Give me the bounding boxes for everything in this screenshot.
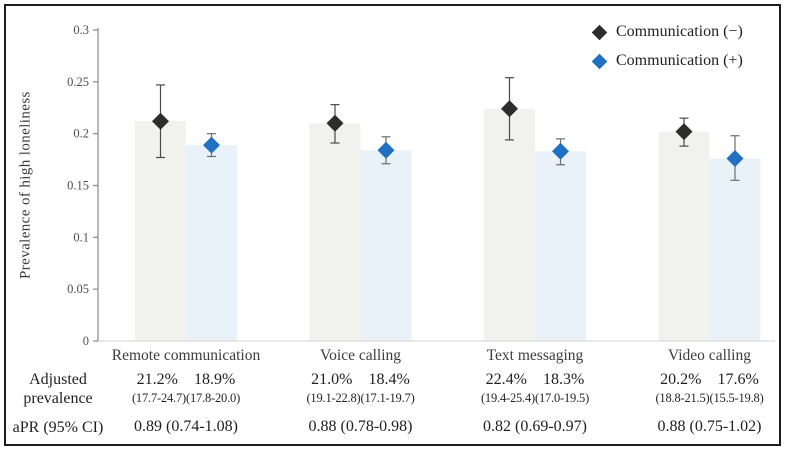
y-axis-title: Prevalence of high loneliness (17, 91, 34, 280)
apr-value-remote: 0.89 (0.74-1.08) (134, 418, 238, 435)
category-label-voice-calling: Voice calling (319, 347, 402, 364)
row-label-adjusted-prevalence: Adjusted prevalence (6, 370, 110, 408)
y-tick-label: 0.05 (67, 282, 89, 296)
apr-value-video: 0.88 (0.75-1.02) (657, 418, 762, 435)
category-label-remote-communication: Remote communication (111, 347, 261, 364)
prevalence-ci-video: (18.8-21.5)(15.5-19.8) (622, 391, 790, 406)
prevalence-pos: 18.9% (194, 371, 236, 388)
y-tick-label: 0 (83, 334, 89, 348)
prevalence-neg: 20.2% (660, 371, 702, 388)
diamond-marker-neg-2 (501, 100, 518, 118)
diamond-marker-pos-3 (726, 150, 744, 168)
diamond-marker-neg-3 (675, 123, 693, 141)
prevalence-values-text: 22.4% 18.3% (447, 371, 623, 389)
legend-item-communication-neg: Communication (−) (591, 21, 743, 43)
prevalence-neg: 22.4% (485, 371, 527, 388)
prevalence-pos: 18.4% (368, 371, 410, 388)
legend-diamond-neg-icon (591, 24, 608, 40)
ci-pos: (17.8-20.0) (186, 391, 241, 405)
diamond-marker-neg-0 (152, 112, 169, 130)
legend-label-neg: Communication (−) (616, 23, 743, 40)
ci-pos: (17.0-19.5) (535, 391, 590, 405)
ci-neg: (18.8-21.5) (655, 391, 710, 405)
ci-neg: (17.7-24.7) (131, 391, 186, 405)
legend-diamond-pos-icon (591, 53, 608, 69)
bar-pos-2 (535, 151, 586, 341)
prevalence-ci-voice: (19.1-22.8)(17.1-19.7) (273, 391, 449, 406)
category-label-video-calling: Video calling (667, 347, 751, 364)
diamond-marker-neg-1 (326, 114, 344, 132)
y-tick-label: 0.15 (67, 179, 89, 193)
y-tick-label: 0.3 (73, 23, 89, 37)
prevalence-ci-text: (19.4-25.4)(17.0-19.5) (447, 391, 623, 406)
y-tick-label: 0.2 (73, 127, 89, 141)
legend-label-pos: Communication (+) (616, 52, 743, 69)
bar-neg-1 (309, 123, 361, 341)
ci-pos: (17.1-19.7) (360, 391, 415, 405)
row-label-adjusted-line1: Adjusted (29, 371, 87, 388)
prevalence-values-video: 20.2% 17.6% (622, 371, 790, 389)
y-tick-label: 0.1 (73, 230, 89, 244)
prevalence-pos: 17.6% (717, 371, 759, 388)
prevalence-values-remote: 21.2% 18.9% (98, 371, 274, 389)
prevalence-neg: 21.2% (136, 371, 178, 388)
apr-value-text: 0.82 (0.69-0.97) (483, 418, 587, 435)
ci-pos: (15.5-19.8) (709, 391, 764, 405)
prevalence-values-voice: 21.0% 18.4% (273, 371, 449, 389)
bar-pos-0 (186, 145, 237, 341)
diamond-marker-pos-2 (552, 142, 569, 160)
prevalence-neg: 21.0% (311, 371, 353, 388)
category-label-text-messaging: Text messaging (486, 347, 584, 364)
row-label-apr: aPR (95% CI) (12, 419, 104, 436)
prevalence-pos: 18.3% (543, 371, 585, 388)
bar-pos-3 (709, 158, 761, 341)
legend-item-communication-pos: Communication (+) (591, 50, 743, 72)
row-label-adjusted-line2: prevalence (23, 390, 93, 407)
bar-neg-2 (484, 108, 535, 341)
ci-neg: (19.1-22.8) (306, 391, 361, 405)
bar-neg-3 (658, 131, 710, 341)
ci-neg: (19.4-25.4) (480, 391, 535, 405)
diamond-marker-pos-1 (377, 141, 395, 159)
apr-value-voice: 0.88 (0.78-0.98) (308, 418, 413, 435)
diamond-marker-pos-0 (203, 136, 220, 154)
legend: Communication (−) Communication (+) (591, 21, 743, 72)
prevalence-ci-remote: (17.7-24.7)(17.8-20.0) (98, 391, 274, 406)
bar-pos-1 (360, 150, 412, 341)
y-tick-label: 0.25 (67, 75, 89, 89)
